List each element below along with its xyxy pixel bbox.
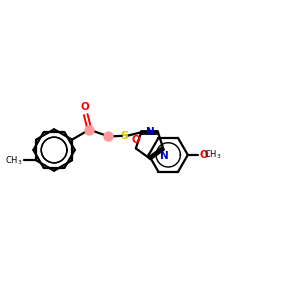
Text: S: S: [120, 131, 128, 141]
Text: CH$_3$: CH$_3$: [204, 148, 222, 161]
Text: O: O: [81, 102, 89, 112]
Text: O: O: [131, 135, 140, 145]
Text: N: N: [160, 151, 169, 161]
Text: O: O: [199, 150, 208, 160]
Text: CH$_3$: CH$_3$: [5, 154, 23, 167]
Text: N: N: [146, 127, 154, 137]
